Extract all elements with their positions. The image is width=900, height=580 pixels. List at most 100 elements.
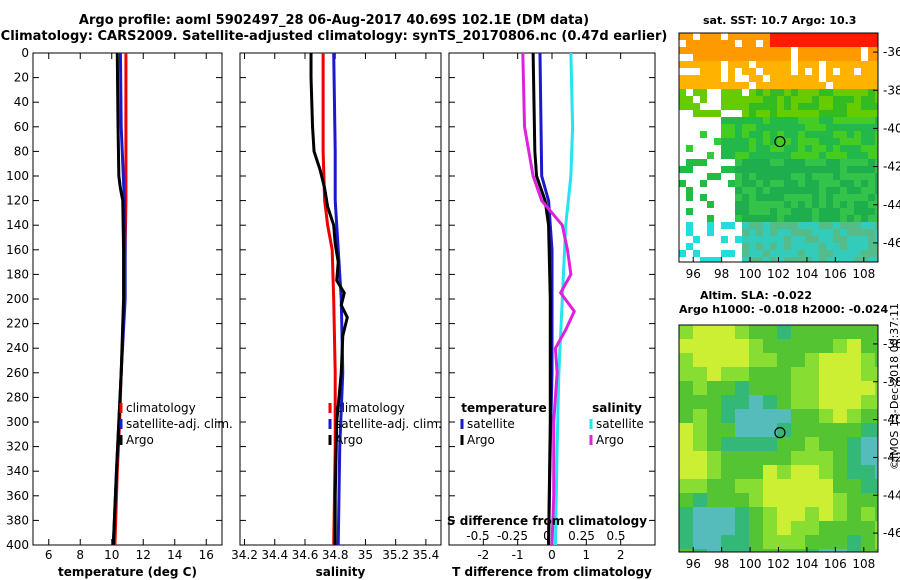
sst-map-cell	[875, 243, 878, 250]
sst-map-cell	[812, 159, 819, 166]
sst-map-cell	[861, 243, 868, 250]
sst-map-cell	[798, 33, 805, 40]
sst-map-cell	[784, 75, 791, 82]
sst-map-cell	[749, 250, 756, 257]
sst-map-cell	[728, 215, 735, 222]
sla-map-cell	[679, 381, 693, 395]
sst-map-cell	[847, 40, 854, 47]
sst-map-cell	[805, 103, 812, 110]
sst-map-cell	[833, 222, 840, 229]
sla-map-cell	[847, 353, 861, 367]
sst-map-cell	[700, 82, 707, 89]
sst-map-cell	[735, 159, 742, 166]
sst-map-cell	[777, 159, 784, 166]
sst-map-cell	[861, 145, 868, 152]
sst-map-cell	[770, 110, 777, 117]
sst-map-cell	[805, 215, 812, 222]
sla-map-cell	[749, 451, 763, 465]
sst-map-cell	[756, 173, 763, 180]
sla-map-cell	[777, 381, 791, 395]
salinity-xtick-label: 34.2	[231, 548, 258, 562]
sla-map-cell	[833, 549, 847, 552]
sst-map-cell	[791, 138, 798, 145]
sst-map-cell	[770, 208, 777, 215]
temperature-series-argo	[111, 52, 126, 546]
sla-map-cell	[791, 535, 805, 549]
sst-map-cell	[679, 61, 686, 68]
sst-map-cell	[756, 61, 763, 68]
sla-map-cell	[679, 535, 693, 549]
sst-map-cell	[721, 75, 728, 82]
sst-map-cell	[833, 236, 840, 243]
sst-map-cell	[707, 89, 714, 96]
sst-map-cell	[847, 257, 854, 262]
sst-map-argo-marker	[774, 135, 786, 148]
sst-map-cell	[700, 222, 707, 229]
sst-map-cell	[707, 145, 714, 152]
sst-map-cell	[756, 166, 763, 173]
sst-map-cell	[693, 187, 700, 194]
sst-map-cell	[812, 54, 819, 61]
sst-map-cell	[742, 180, 749, 187]
sst-map-cell	[763, 236, 770, 243]
sla-map-cell	[735, 479, 749, 493]
sla-map-cell	[707, 451, 721, 465]
sst-map-cell	[847, 236, 854, 243]
sla-map-cell	[749, 325, 763, 339]
sst-map-cell	[798, 152, 805, 159]
sst-map-cell	[812, 61, 819, 68]
sst-map-cell	[742, 89, 749, 96]
sst-map-cell	[679, 33, 686, 40]
sst-map-cell	[735, 173, 742, 180]
sst-map-cell	[854, 229, 861, 236]
sst-map-cell	[826, 194, 833, 201]
sst-map-cell	[875, 180, 878, 187]
sla-map-cell	[805, 479, 819, 493]
sst-map-cell	[763, 166, 770, 173]
sst-map-cell	[749, 187, 756, 194]
sst-map-cell	[826, 75, 833, 82]
sla-map-cell	[721, 353, 735, 367]
sst-map-xtick-label: 100	[739, 267, 762, 281]
sst-map-cell	[693, 61, 700, 68]
sst-map-cell	[847, 54, 854, 61]
sst-map-cell	[777, 222, 784, 229]
sla-map-cell	[791, 465, 805, 479]
sst-map-cell	[707, 173, 714, 180]
sst-map-cell	[721, 159, 728, 166]
depth-tick-label: 220	[6, 317, 29, 331]
sla-map-cell	[805, 521, 819, 535]
sla-map-cell	[749, 493, 763, 507]
sla-map-cell	[721, 381, 735, 395]
sla-map-cell	[693, 325, 707, 339]
sst-map-cell	[861, 124, 868, 131]
sst-map-cell	[700, 47, 707, 54]
sla-map-cell	[777, 535, 791, 549]
sla-map-cell	[791, 549, 805, 552]
sst-map-cell	[805, 40, 812, 47]
sst-map-cell	[728, 152, 735, 159]
sst-map-cell	[805, 236, 812, 243]
sst-map-cell	[728, 33, 735, 40]
sla-map-cell	[721, 451, 735, 465]
sst-map-cell	[700, 103, 707, 110]
sst-map-cell	[819, 110, 826, 117]
sst-map-cell	[770, 117, 777, 124]
sst-map-cell	[742, 117, 749, 124]
sla-map-cell	[805, 395, 819, 409]
sst-map-cell	[679, 243, 686, 250]
sst-map-cell	[826, 215, 833, 222]
sst-map-cell	[679, 180, 686, 187]
sst-map-cell	[679, 201, 686, 208]
sla-map-cell	[819, 423, 833, 437]
sst-map-cell	[721, 180, 728, 187]
sst-map-cell	[714, 222, 721, 229]
sst-map-cell	[742, 243, 749, 250]
sst-map-cell	[868, 152, 875, 159]
sla-map-cell	[749, 479, 763, 493]
sst-map-cell	[861, 68, 868, 75]
sst-map-cell	[833, 229, 840, 236]
sst-map-cell	[700, 166, 707, 173]
sst-map-cell	[700, 124, 707, 131]
sst-map-cell	[791, 68, 798, 75]
